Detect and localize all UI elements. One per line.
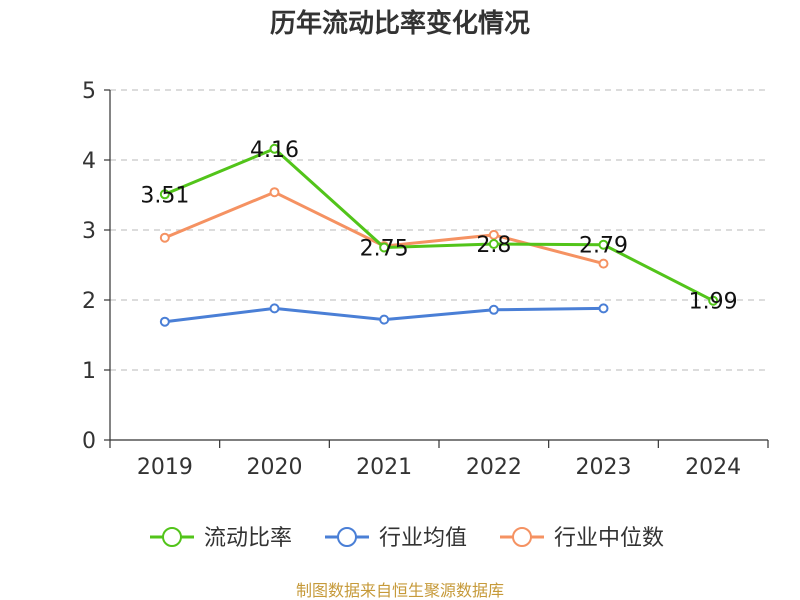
data-point — [488, 239, 499, 249]
legend: 流动比率 行业均值 行业中位数 — [150, 526, 664, 551]
chart-title: 历年流动比率变化情况 — [270, 8, 530, 39]
data-point — [598, 258, 609, 269]
x-tick-label: 2021 — [356, 455, 412, 480]
data-point — [269, 187, 280, 198]
data-point — [159, 189, 170, 200]
data-label: 2.8 — [476, 233, 511, 258]
data-point — [379, 242, 390, 253]
legend-swatch-marker — [162, 527, 182, 547]
y-tick-label: 3 — [82, 219, 96, 244]
data-point — [488, 304, 499, 315]
source-note: 制图数据来自恒生聚源数据库 — [296, 581, 504, 600]
legend-label: 行业均值 — [379, 526, 467, 551]
data-point — [159, 232, 170, 243]
data-point — [598, 303, 609, 314]
grid-lines — [110, 89, 768, 371]
series-lines — [159, 143, 719, 327]
x-tick-label: 2020 — [247, 455, 303, 480]
x-tick-label: 2019 — [137, 455, 193, 480]
data-point — [269, 303, 280, 314]
data-label: 2.79 — [579, 234, 628, 259]
data-point — [379, 314, 390, 325]
data-point — [598, 239, 609, 250]
series-line — [164, 147, 714, 303]
y-tick-label: 2 — [82, 289, 96, 314]
legend-item: 流动比率 — [150, 526, 292, 551]
x-tick-label: 2024 — [685, 455, 741, 480]
legend-label: 行业中位数 — [554, 526, 664, 551]
data-label: 3.51 — [140, 183, 189, 208]
x-tick-label: 2023 — [576, 455, 632, 480]
legend-swatch-marker — [512, 527, 532, 547]
data-point — [708, 295, 719, 306]
data-point — [159, 316, 170, 327]
legend-label: 流动比率 — [204, 526, 292, 551]
data-point — [488, 229, 499, 240]
y-tick-label: 4 — [82, 149, 96, 174]
y-tick-label: 5 — [82, 79, 96, 104]
legend-item: 行业中位数 — [500, 526, 664, 551]
legend-item: 行业均值 — [325, 526, 467, 551]
data-label: 1.99 — [689, 290, 738, 315]
axes: 0 1 2 3 4 5 2019 2020 2021 2022 2023 2024 — [82, 79, 769, 480]
data-labels: 3.51 4.16 2.75 2.8 2.79 1.99 — [140, 138, 737, 315]
data-point — [269, 143, 280, 154]
y-tick-label: 0 — [82, 429, 96, 454]
y-tick-label: 1 — [82, 359, 96, 384]
data-label: 2.75 — [360, 237, 409, 262]
x-tick-label: 2022 — [466, 455, 522, 480]
data-label: 4.16 — [250, 138, 299, 163]
legend-swatch-marker — [337, 527, 357, 547]
